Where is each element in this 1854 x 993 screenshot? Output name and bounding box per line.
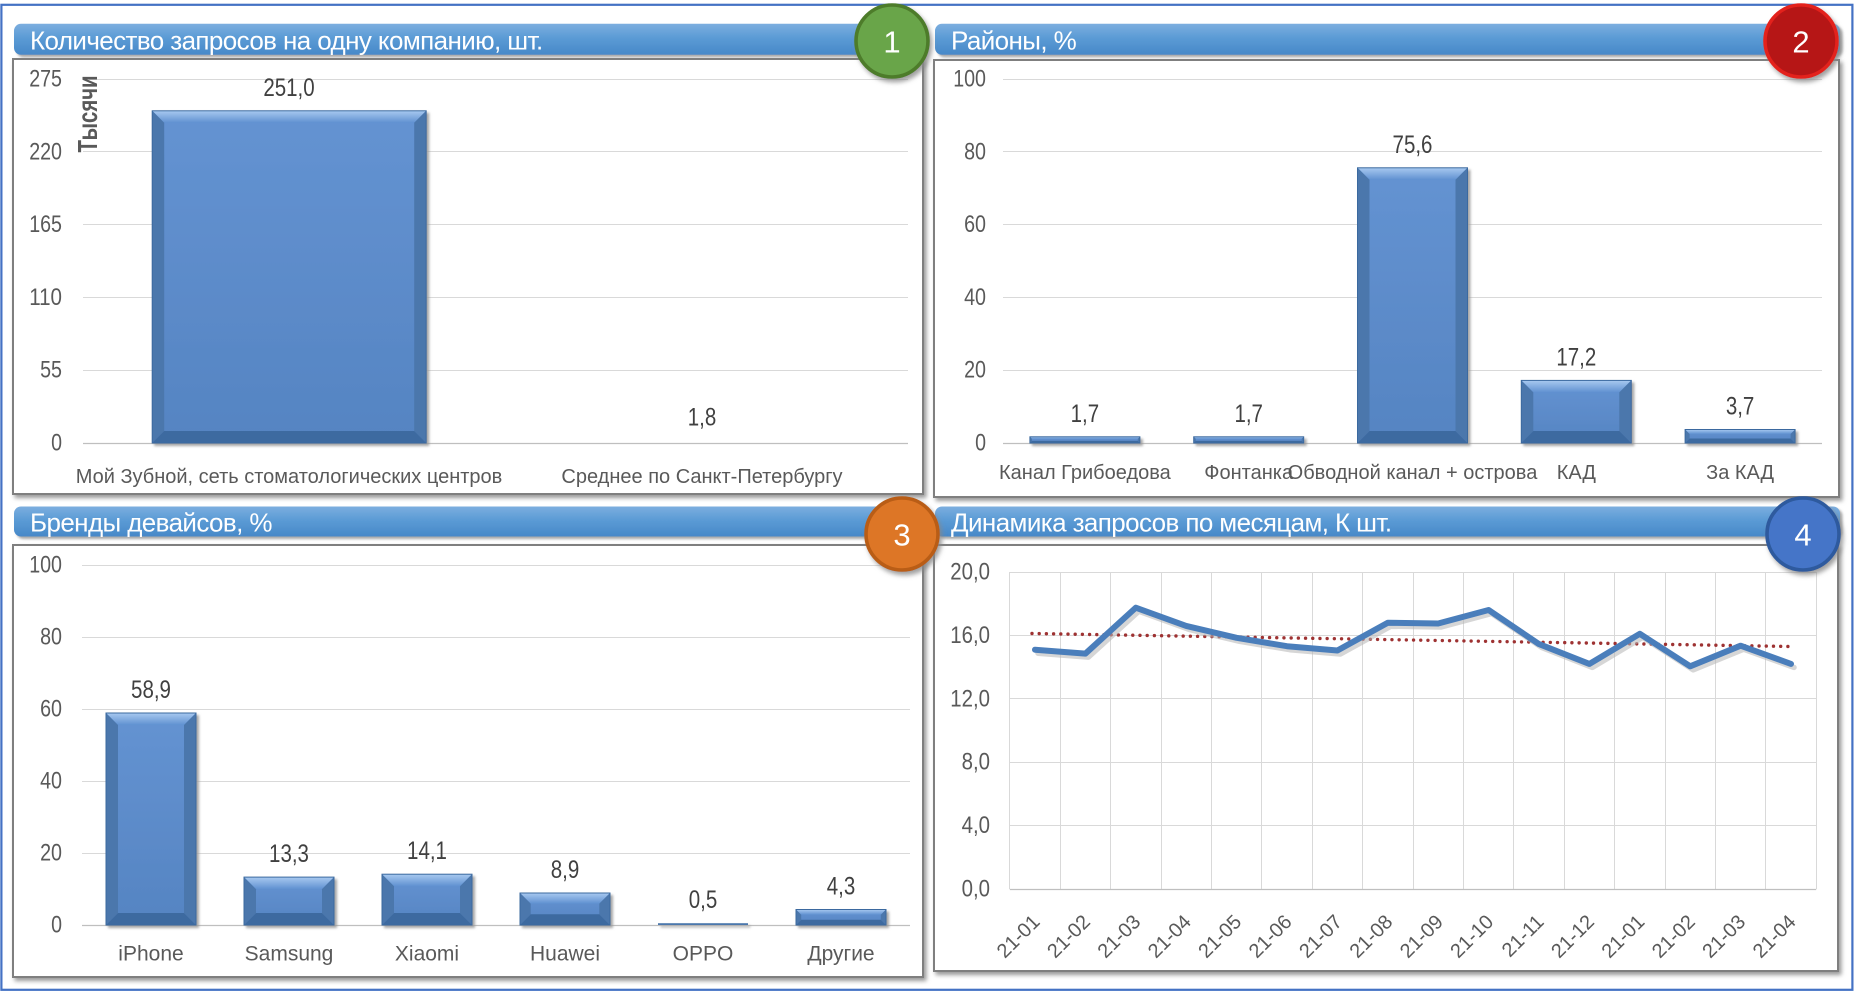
- svg-text:Районы, %: Районы, %: [951, 25, 1077, 55]
- svg-text:80: 80: [40, 624, 62, 651]
- svg-text:20,0: 20,0: [950, 559, 990, 586]
- svg-text:275: 275: [29, 66, 62, 93]
- svg-text:Канал Грибоедова: Канал Грибоедова: [999, 462, 1172, 484]
- svg-text:1,7: 1,7: [1234, 400, 1263, 428]
- svg-text:220: 220: [29, 138, 62, 165]
- svg-text:60: 60: [40, 696, 62, 723]
- svg-text:3,7: 3,7: [1726, 393, 1755, 421]
- svg-text:1,7: 1,7: [1071, 400, 1100, 428]
- svg-text:8,0: 8,0: [962, 749, 990, 776]
- svg-text:1: 1: [883, 25, 900, 60]
- svg-text:Samsung: Samsung: [245, 943, 334, 966]
- svg-text:20: 20: [964, 357, 986, 384]
- svg-text:60: 60: [964, 211, 986, 238]
- svg-text:14,1: 14,1: [407, 837, 447, 865]
- svg-text:Фонтанка: Фонтанка: [1204, 462, 1294, 484]
- svg-text:4,0: 4,0: [962, 812, 990, 839]
- svg-text:165: 165: [29, 211, 62, 238]
- svg-text:58,9: 58,9: [131, 676, 171, 704]
- svg-text:OPPO: OPPO: [673, 943, 734, 966]
- svg-text:Мой Зубной, сеть стоматологиче: Мой Зубной, сеть стоматологических центр…: [76, 466, 503, 488]
- svg-text:110: 110: [29, 284, 62, 311]
- svg-text:80: 80: [964, 138, 986, 165]
- svg-text:4: 4: [1794, 518, 1811, 553]
- svg-text:17,2: 17,2: [1556, 343, 1596, 371]
- svg-text:Тысячи: Тысячи: [72, 76, 103, 153]
- svg-text:4,3: 4,3: [827, 873, 856, 901]
- svg-text:Huawei: Huawei: [530, 943, 600, 966]
- svg-text:100: 100: [29, 552, 62, 579]
- svg-text:Xiaomi: Xiaomi: [395, 943, 459, 966]
- svg-text:Другие: Другие: [807, 943, 874, 966]
- svg-text:75,6: 75,6: [1393, 131, 1433, 159]
- svg-text:Среднее по Санкт-Петербургу: Среднее по Санкт-Петербургу: [561, 466, 842, 488]
- svg-text:Обводной канал + острова: Обводной канал + острова: [1288, 462, 1539, 484]
- svg-text:0: 0: [51, 430, 62, 457]
- svg-text:8,9: 8,9: [551, 856, 580, 884]
- svg-text:0: 0: [975, 430, 986, 457]
- svg-text:20: 20: [40, 840, 62, 867]
- svg-text:Бренды девайсов, %: Бренды девайсов, %: [30, 508, 272, 538]
- svg-text:0,0: 0,0: [962, 876, 990, 903]
- svg-text:Динамика запросов по месяцам,: Динамика запросов по месяцам, К шт.: [951, 508, 1391, 538]
- svg-text:0: 0: [51, 912, 62, 939]
- svg-text:2: 2: [1792, 25, 1809, 60]
- svg-text:За КАД: За КАД: [1706, 462, 1774, 484]
- svg-text:16,0: 16,0: [950, 622, 990, 649]
- svg-text:40: 40: [40, 768, 62, 795]
- svg-text:1,8: 1,8: [688, 404, 717, 432]
- svg-text:40: 40: [964, 284, 986, 311]
- svg-text:КАД: КАД: [1557, 462, 1597, 484]
- svg-text:13,3: 13,3: [269, 840, 309, 868]
- svg-text:251,0: 251,0: [263, 74, 314, 102]
- svg-text:3: 3: [893, 518, 910, 553]
- svg-text:iPhone: iPhone: [118, 943, 183, 966]
- svg-text:12,0: 12,0: [950, 685, 990, 712]
- svg-text:0,5: 0,5: [689, 886, 718, 914]
- svg-text:100: 100: [953, 66, 986, 93]
- svg-text:55: 55: [40, 357, 62, 384]
- svg-text:Количество запросов на одну ко: Количество запросов на одну компанию, шт…: [30, 25, 543, 55]
